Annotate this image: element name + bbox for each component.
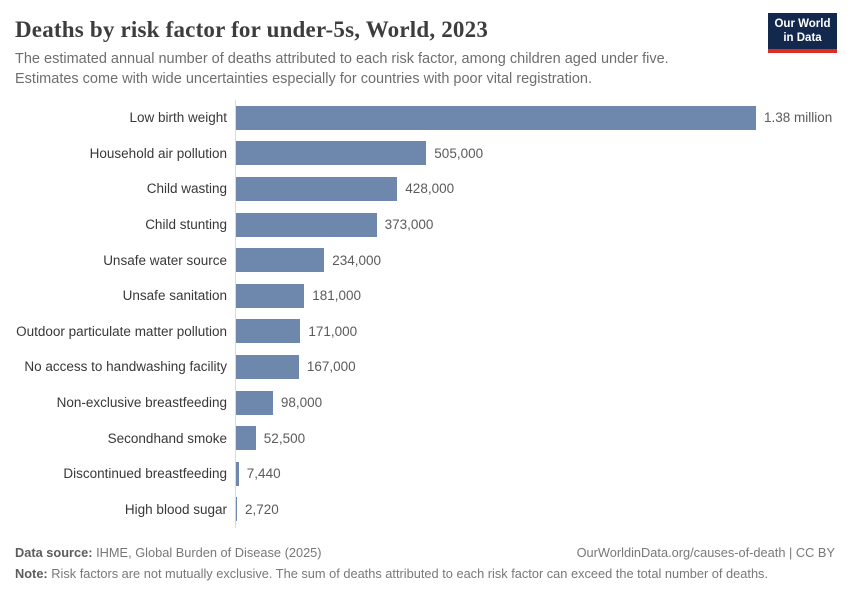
bar-value: 505,000 [434, 145, 484, 161]
bar-plot-area: 1.38 million [235, 105, 835, 130]
bar-label: Outdoor particulate matter pollution [16, 323, 227, 339]
bar-row: Unsafe sanitation 181,000 [15, 278, 835, 314]
bar-label: Unsafe sanitation [122, 288, 227, 304]
bar-value: 98,000 [280, 395, 323, 411]
data-source: Data source: IHME, Global Burden of Dise… [15, 542, 322, 563]
bar-row: Child stunting 373,000 [15, 207, 835, 243]
bar-label: Secondhand smoke [107, 430, 227, 446]
bar-plot-area: 171,000 [235, 319, 835, 344]
bar [236, 283, 305, 308]
bar-plot-area: 373,000 [235, 212, 835, 237]
bar [236, 141, 427, 166]
bar-plot-area: 428,000 [235, 176, 835, 201]
owid-url-text: OurWorldinData.org/causes-of-death | CC … [576, 545, 835, 560]
bar-plot-area: 234,000 [235, 248, 835, 273]
bar-plot-area: 167,000 [235, 354, 835, 379]
subtitle-line-1: The estimated annual number of deaths at… [15, 51, 669, 67]
bar-plot-area: 505,000 [235, 141, 835, 166]
bar-value: 1.38 million [764, 110, 833, 126]
bar [236, 497, 237, 522]
bar [236, 248, 325, 273]
chart-footer: Data source: IHME, Global Burden of Dise… [15, 542, 835, 584]
bar-plot-area: 7,440 [235, 461, 835, 486]
data-source-text: IHME, Global Burden of Disease (2025) [92, 545, 322, 560]
bar-plot-area: 181,000 [235, 283, 835, 308]
bar-plot-area: 2,720 [235, 497, 835, 522]
bar-value: 167,000 [306, 359, 356, 375]
bar-row: No access to handwashing facility 167,000 [15, 349, 835, 385]
bar-label: Child wasting [146, 181, 227, 197]
bar-row: Discontinued breastfeeding 7,440 [15, 456, 835, 492]
bar-value: 2,720 [245, 501, 279, 517]
bar [236, 354, 299, 379]
bar-value: 428,000 [405, 181, 455, 197]
owid-logo-line2: in Data [783, 32, 822, 44]
bar-row: Unsafe water source 234,000 [15, 242, 835, 278]
bar [236, 212, 377, 237]
data-source-label: Data source: [15, 545, 93, 560]
bar [236, 461, 239, 486]
bar-value: 7,440 [246, 466, 281, 482]
bar-rows: Low birth weight 1.38 million Household ai… [15, 100, 835, 527]
subtitle-line-2: Estimates come with wide uncertainties e… [15, 70, 593, 87]
bar-row: Outdoor particulate matter pollution 171,… [15, 314, 835, 350]
bar [236, 105, 756, 130]
bar [236, 426, 256, 451]
footer-note-row: Note: Risk factors are not mutually excl… [15, 563, 835, 584]
bar-label: High blood sugar [124, 501, 227, 517]
bar [236, 176, 398, 201]
bar-label: Non-exclusive breastfeeding [56, 395, 227, 411]
bar-row: Household air pollution 505,000 [15, 136, 835, 172]
bar-value: 52,500 [263, 430, 306, 446]
bar-row: Non-exclusive breastfeeding 98,000 [15, 385, 835, 421]
bar-plot-area: 98,000 [235, 390, 835, 415]
bar-plot-area: 52,500 [235, 426, 835, 451]
bar-row: Low birth weight 1.38 million [15, 100, 835, 136]
bar-row: Child wasting 428,000 [15, 171, 835, 207]
bar [236, 390, 273, 415]
chart-subtitle: The estimated annual number of deaths at… [15, 50, 735, 89]
bar-row: Secondhand smoke 52,500 [15, 420, 835, 456]
footer-source-row: Data source: IHME, Global Burden of Dise… [15, 542, 835, 563]
bar-label: Low birth weight [129, 110, 227, 126]
bar [236, 319, 301, 344]
y-axis-line [235, 100, 236, 528]
bar-label: Discontinued breastfeeding [63, 466, 227, 482]
bar-label: Unsafe water source [103, 252, 227, 268]
bar-label: No access to handwashing facility [24, 359, 227, 375]
bar-value: 373,000 [384, 217, 434, 233]
owid-logo-line1: Our World [774, 18, 831, 30]
bar-label: Household air pollution [89, 145, 227, 161]
note-text: Risk factors are not mutually exclusive.… [47, 566, 769, 581]
bar-row: High blood sugar 2,720 [15, 492, 835, 528]
owid-logo: Our World in Data [768, 13, 837, 53]
note-label: Note: [15, 566, 48, 581]
bar-value: 181,000 [312, 288, 361, 304]
bar-label: Child stunting [145, 217, 227, 233]
bar-value: 171,000 [308, 323, 358, 339]
bar-value: 234,000 [332, 252, 381, 268]
chart-title: Deaths by risk factor for under-5s, Worl… [15, 17, 489, 42]
bar-chart: Low birth weight 1.38 million Household ai… [15, 100, 835, 528]
